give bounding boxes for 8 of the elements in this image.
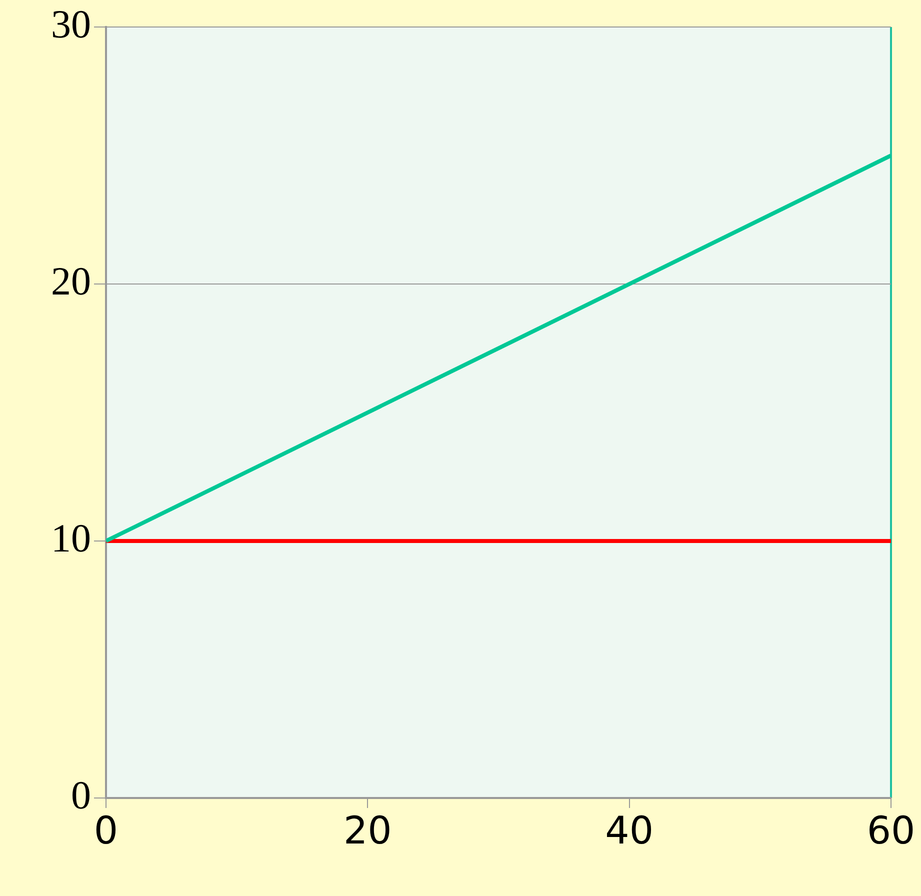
x-tick-label: 20 — [343, 808, 392, 853]
x-tick-label: 40 — [605, 808, 654, 853]
y-tick-label: 0 — [71, 772, 91, 818]
x-tick-label: 0 — [94, 808, 118, 853]
y-tick-label: 10 — [51, 516, 91, 560]
x-tick-label: 60 — [866, 808, 916, 853]
y-tick-label: 30 — [51, 2, 91, 46]
y-tick-label: 20 — [51, 258, 91, 304]
